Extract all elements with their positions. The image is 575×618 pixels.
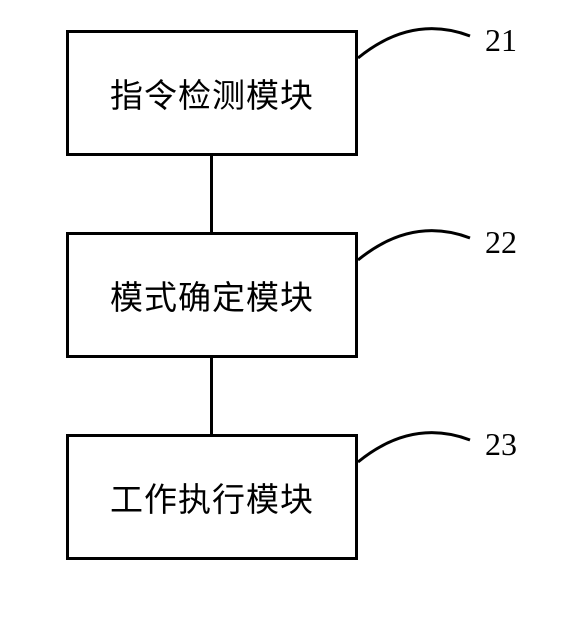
callout-curve: [358, 222, 478, 272]
node-instruction-detection: 指令检测模块: [66, 30, 358, 156]
ref-number: 21: [485, 22, 517, 59]
node-work-execution: 工作执行模块: [66, 434, 358, 560]
ref-number: 23: [485, 426, 517, 463]
edge-connector: [210, 156, 213, 232]
node-label: 工作执行模块: [110, 473, 314, 521]
callout-curve: [358, 20, 478, 70]
callout-curve: [358, 424, 478, 474]
edge-connector: [210, 358, 213, 434]
node-mode-determination: 模式确定模块: [66, 232, 358, 358]
diagram-canvas: 指令检测模块 21 模式确定模块 22 工作执行模块 23: [0, 0, 575, 618]
node-label: 指令检测模块: [110, 69, 314, 117]
node-label: 模式确定模块: [110, 271, 314, 319]
ref-number: 22: [485, 224, 517, 261]
